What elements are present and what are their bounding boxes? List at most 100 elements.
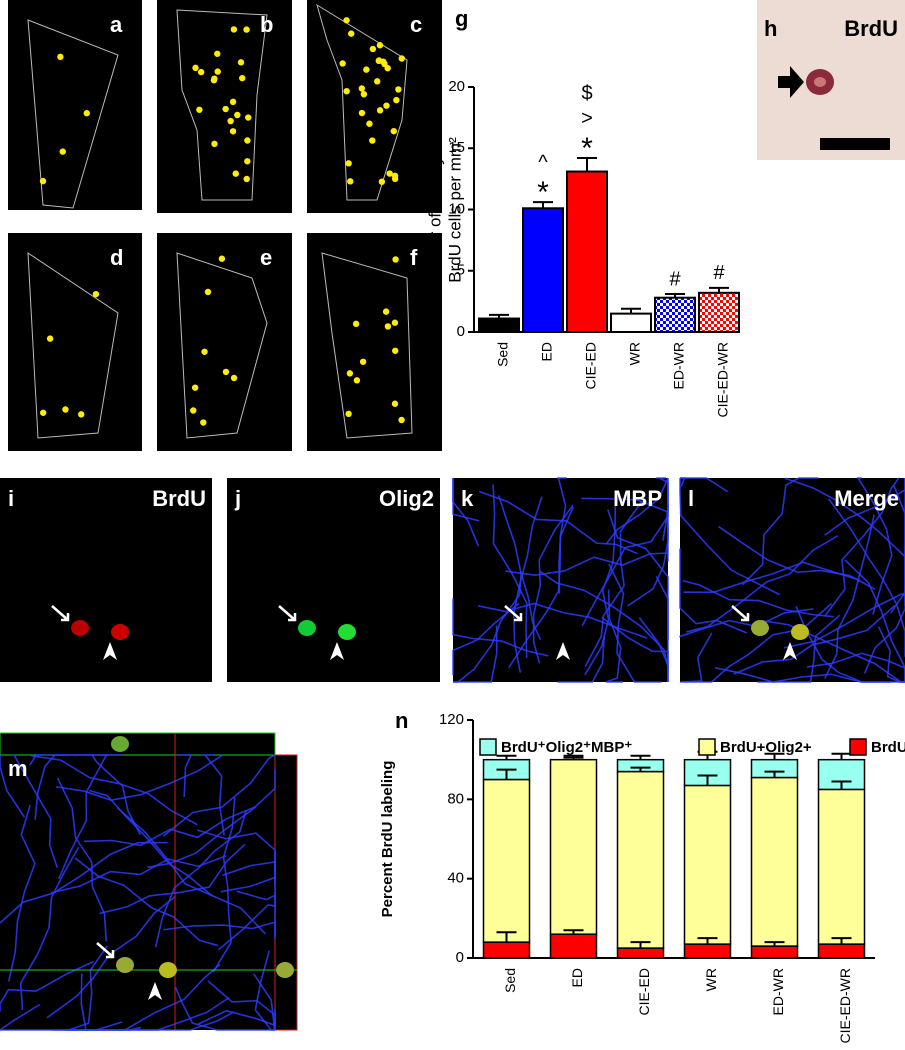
labeled-cell <box>343 87 350 95</box>
mbp-fiber <box>824 478 905 536</box>
mbp-fiber <box>196 1009 276 1027</box>
labeled-cell <box>201 348 208 355</box>
mbp-fiber <box>823 477 900 617</box>
region-outline <box>321 252 413 439</box>
mbp-fiber <box>0 755 26 818</box>
mbp-fiber <box>863 545 905 674</box>
bar <box>610 312 652 333</box>
x-tick-label: CIE-ED-WR <box>715 342 731 417</box>
labeled-cell <box>244 137 251 144</box>
tissue-image <box>307 0 442 213</box>
cell <box>71 620 89 636</box>
mbp-fiber <box>507 506 575 669</box>
significance-mark: > <box>581 107 593 129</box>
mbp-fiber <box>601 616 669 669</box>
labeled-cell <box>92 290 100 298</box>
labeled-cell <box>214 50 221 57</box>
arrow <box>51 605 70 622</box>
labeled-cell <box>57 53 64 61</box>
bar <box>478 317 520 333</box>
mbp-fiber <box>557 477 567 594</box>
bar <box>522 207 564 333</box>
labeled-cell <box>363 66 370 73</box>
mbp-fiber <box>154 809 247 948</box>
tissue-image <box>307 233 442 451</box>
mbp-fiber <box>30 754 198 826</box>
significance-mark: # <box>713 262 725 284</box>
labeled-cell <box>230 26 238 33</box>
labeled-cell <box>232 170 239 177</box>
mbp-fiber <box>74 857 219 947</box>
bar-segment <box>683 784 732 945</box>
significance-mark: $ <box>581 82 592 104</box>
labeled-cell <box>345 160 352 167</box>
labeled-cell <box>39 409 47 416</box>
labeled-cell <box>359 358 367 365</box>
mbp-fiber <box>452 602 520 676</box>
error-bar <box>630 941 651 949</box>
panel-label: l <box>688 486 694 511</box>
labeled-cell <box>391 175 399 183</box>
labeled-cell <box>204 288 212 296</box>
mbp-fiber <box>0 841 168 924</box>
labeled-cell <box>339 60 346 67</box>
error-bar <box>577 157 597 172</box>
labeled-cell <box>369 45 377 53</box>
bar-segment <box>817 788 866 945</box>
panel-label: j <box>234 486 241 511</box>
cell <box>791 624 809 640</box>
labeled-cell <box>78 411 85 418</box>
panel-label: b <box>260 12 273 37</box>
error-bar <box>697 774 718 786</box>
mbp-fiber <box>856 477 893 615</box>
labeled-cell <box>46 335 54 342</box>
significance-mark: * <box>581 132 593 165</box>
mbp-fiber <box>679 608 814 638</box>
y-tick-label: 15 <box>448 139 465 156</box>
mbp-fiber <box>197 829 276 874</box>
labeled-cell <box>191 384 199 391</box>
tissue-image <box>8 233 142 451</box>
error-bar <box>831 937 852 945</box>
mbp-fiber <box>877 626 905 683</box>
labeled-cell <box>345 410 352 418</box>
mbp-fiber <box>50 855 227 894</box>
panel-label: m <box>8 756 28 781</box>
legend-swatch <box>479 738 497 756</box>
labeled-cell <box>243 26 250 33</box>
image-label: Merge <box>834 486 899 511</box>
panel-label: g <box>455 6 468 31</box>
bar <box>566 170 608 333</box>
micrograph <box>0 478 212 682</box>
mbp-fiber <box>212 797 236 973</box>
labeled-cell <box>343 17 350 24</box>
cell <box>116 957 134 973</box>
mbp-fiber <box>453 625 498 683</box>
labeled-cell <box>376 107 384 114</box>
region-outline <box>176 252 268 439</box>
mbp-fiber <box>680 477 686 487</box>
mbp-fiber <box>83 805 257 847</box>
mbp-fiber <box>718 525 876 590</box>
labeled-cell <box>353 377 361 384</box>
y-tick-label: 10 <box>448 200 465 217</box>
labeled-cell <box>358 109 366 117</box>
error-bar <box>764 752 785 760</box>
cell <box>338 624 356 640</box>
labeled-cell <box>197 68 205 76</box>
mbp-fiber <box>733 604 896 675</box>
labeled-cell <box>210 77 218 84</box>
labeled-cell <box>227 117 234 125</box>
mbp-fiber <box>55 754 224 802</box>
mbp-fiber <box>174 987 275 1031</box>
error-bar <box>709 286 729 293</box>
mbp-fiber <box>452 478 480 547</box>
labeled-cell <box>222 105 229 113</box>
labeled-cell <box>360 90 368 98</box>
bar-segment <box>482 941 531 959</box>
labeled-cell <box>62 406 69 413</box>
labeled-cell <box>395 86 402 93</box>
labeled-cell <box>384 64 391 72</box>
region-outline <box>176 9 268 201</box>
labeled-cell <box>391 400 399 407</box>
